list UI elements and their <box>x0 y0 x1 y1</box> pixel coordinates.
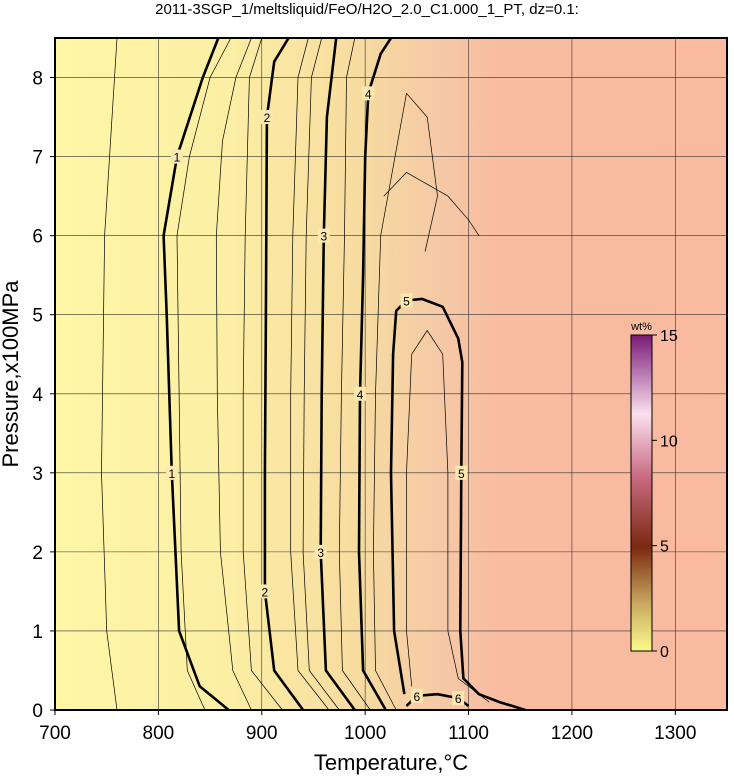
plot-background <box>55 38 727 710</box>
contour-label-bg <box>362 86 375 101</box>
contour-label: 4 <box>365 87 372 101</box>
colorbar-tick-label: 10 <box>660 433 678 450</box>
contour-label: 1 <box>168 467 175 481</box>
contour-line <box>101 37 118 711</box>
contour-label-bg <box>400 293 413 308</box>
contour-line <box>162 37 230 712</box>
contour-line <box>215 37 252 711</box>
y-tick-label: 0 <box>32 701 43 722</box>
y-tick-label: 5 <box>32 306 43 327</box>
plot-layer: 1 1 2 2 3 3 4 4 5 5 6 6 700 800 900 1000 1100 1200 1300 0 1 2… <box>32 37 728 744</box>
contour-label-bg <box>314 544 327 559</box>
contour-line <box>290 37 330 711</box>
colorbar-label: wt% <box>630 321 652 333</box>
contour-line <box>338 37 371 711</box>
y-tick-label: 3 <box>32 464 43 485</box>
contour-label: 4 <box>357 388 364 402</box>
y-tick-label: 1 <box>32 622 43 643</box>
contour-label-bg <box>170 149 183 164</box>
contour-label-bg <box>260 110 273 125</box>
contour-label: 2 <box>262 585 269 599</box>
x-tick-label: 800 <box>143 723 175 744</box>
y-axis-label: Pressure,x100MPa <box>0 280 23 468</box>
colorbar-tick-label: 5 <box>660 539 669 556</box>
contour-line <box>302 37 340 711</box>
contour-label-bg <box>165 465 178 480</box>
contour-label-bg <box>258 584 271 599</box>
y-tick-label: 7 <box>32 148 43 169</box>
contour-label: 3 <box>317 546 324 560</box>
contour-line <box>242 37 283 711</box>
contour-label-bg <box>353 386 366 401</box>
x-axis-label: Temperature,°C <box>314 750 468 775</box>
contour-line <box>389 297 526 712</box>
colorbar-tick-label: 15 <box>660 328 678 345</box>
contour-label: 6 <box>414 690 421 704</box>
y-tick-label: 6 <box>32 227 43 248</box>
y-tick-label: 8 <box>32 69 43 90</box>
colorbar-tick-label: 0 <box>660 644 669 661</box>
contour-label: 5 <box>458 467 465 481</box>
contour-line <box>319 37 356 711</box>
contour-line <box>357 37 393 711</box>
contour-label-bg <box>455 465 468 480</box>
colorbar <box>630 334 653 652</box>
y-tick-label: 2 <box>32 543 43 564</box>
x-tick-label: 1100 <box>448 723 489 744</box>
x-tick-label: 1000 <box>344 723 386 744</box>
contour-line <box>406 330 490 703</box>
x-tick-label: 1300 <box>654 723 696 744</box>
x-tick-label: 700 <box>39 723 71 744</box>
contour-line <box>373 92 438 711</box>
x-tick-label: 1200 <box>551 723 593 744</box>
x-tick-label: 900 <box>246 723 278 744</box>
contour-label: 6 <box>455 692 462 706</box>
contour-label: 5 <box>403 294 410 308</box>
contour-label: 2 <box>264 111 271 125</box>
contour-line <box>383 172 480 236</box>
contour-label: 1 <box>174 151 181 165</box>
contour-label-bg <box>317 228 330 243</box>
contour-label: 3 <box>320 230 327 244</box>
contour-label-bg <box>410 688 423 703</box>
contour-label-bg <box>452 691 465 706</box>
plot-frame <box>54 37 728 711</box>
contour-line <box>263 37 305 711</box>
chart-title: 2011-3SGP_1/meltsliquid/FeO/H2O_2.0_C1.0… <box>155 1 579 18</box>
y-tick-label: 4 <box>32 385 43 406</box>
